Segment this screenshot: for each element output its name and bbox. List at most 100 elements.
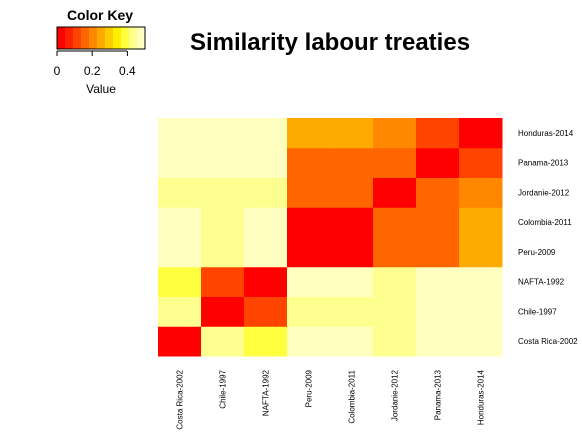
heatmap-cell (287, 147, 331, 178)
color-key-border (56, 26, 146, 50)
color-key-tick-label: 0.4 (119, 64, 136, 78)
heatmap-cell (373, 237, 417, 268)
heatmap-cell (459, 237, 503, 268)
column-label: NAFTA-1992 (262, 369, 271, 416)
heatmap-cell (201, 296, 245, 327)
heatmap-cell (158, 207, 202, 238)
heatmap-cell (459, 177, 503, 208)
heatmap-cell (416, 177, 460, 208)
heatmap-cell (158, 326, 202, 357)
column-label: Peru-2009 (305, 369, 314, 407)
heatmap-cell (330, 118, 374, 149)
heatmap-cell (158, 147, 202, 178)
column-label: Colombia-2011 (348, 369, 357, 423)
heatmap-cell (330, 296, 374, 327)
heatmap-cell (459, 207, 503, 238)
heatmap-cell (287, 177, 331, 208)
heatmap-cell (244, 177, 288, 208)
column-label: Chile-1997 (219, 369, 228, 408)
heatmap-cell (330, 177, 374, 208)
row-label: Costa Rica-2002 (518, 337, 578, 346)
heatmap-cell (158, 266, 202, 297)
heatmap-cell (373, 296, 417, 327)
heatmap-cell (373, 326, 417, 357)
heatmap-cell (201, 147, 245, 178)
heatmap-cell (158, 177, 202, 208)
color-key-title: Color Key (67, 7, 133, 23)
heatmap-cell (244, 207, 288, 238)
column-label: Costa Rica-2002 (176, 369, 185, 429)
color-key-swatch (97, 27, 106, 49)
heatmap-cell (416, 147, 460, 178)
color-key-swatch (57, 27, 66, 49)
color-key-tick-label: 0 (54, 64, 61, 78)
heatmap-cell (459, 326, 503, 357)
color-key-swatch (65, 27, 74, 49)
heatmap-cell (244, 147, 288, 178)
heatmap-cell (158, 296, 202, 327)
color-key-swatch (81, 27, 90, 49)
heatmap-cell (201, 237, 245, 268)
heatmap-cell (459, 266, 503, 297)
column-label: Jordanie-2012 (391, 369, 400, 421)
heatmap-cell (416, 326, 460, 357)
row-label: Peru-2009 (518, 248, 556, 257)
heatmap-cell (330, 207, 374, 238)
row-label: Chile-1997 (518, 307, 557, 316)
color-key-swatch (137, 27, 146, 49)
color-key-swatch (73, 27, 82, 49)
heatmap-cell (287, 207, 331, 238)
heatmap-cell (287, 266, 331, 297)
heatmap-cell (330, 326, 374, 357)
heatmap-cell (244, 118, 288, 149)
heatmap-cell (201, 118, 245, 149)
heatmap-cell (158, 118, 202, 149)
column-label: Honduras-2014 (477, 369, 486, 425)
heatmap-cell (416, 207, 460, 238)
heatmap-cell (201, 266, 245, 297)
heatmap-cell (287, 296, 331, 327)
row-label: Panama-2013 (518, 159, 569, 168)
heatmap-cell (201, 326, 245, 357)
heatmap-cell (416, 266, 460, 297)
heatmap-cell (459, 147, 503, 178)
color-key-swatch (105, 27, 114, 49)
heatmap-cell (244, 296, 288, 327)
heatmap-cell (201, 207, 245, 238)
row-label: Colombia-2011 (518, 218, 572, 227)
heatmap-cell (373, 266, 417, 297)
heatmap-cell (373, 118, 417, 149)
heatmap-cell (416, 118, 460, 149)
heatmap-cell (201, 177, 245, 208)
column-label: Panama-2013 (434, 369, 443, 420)
color-key-swatch (129, 27, 138, 49)
color-key-swatch (113, 27, 122, 49)
heatmap-cell (459, 296, 503, 327)
heatmap-cell (244, 237, 288, 268)
color-key-xlabel: Value (86, 82, 116, 96)
heatmap-cell (287, 326, 331, 357)
color-key-gradient (57, 27, 146, 49)
heatmap-cell (373, 207, 417, 238)
color-key: Color Key 0 0.2 0.4 Value (54, 7, 146, 96)
heatmap-cell (330, 237, 374, 268)
heatmap-grid (158, 118, 503, 357)
heatmap-cell (459, 118, 503, 149)
row-labels: Costa Rica-2002 Chile-1997 NAFTA-1992 Peru-… (518, 129, 578, 346)
heatmap-cell (373, 177, 417, 208)
heatmap-cell (158, 237, 202, 268)
heatmap-cell (330, 147, 374, 178)
color-key-axis: 0 0.2 0.4 (54, 50, 136, 78)
heatmap-cell (287, 237, 331, 268)
chart-title: Similarity labour treaties (190, 29, 470, 56)
heatmap-cell (244, 326, 288, 357)
heatmap-cell (373, 147, 417, 178)
heatmap-cell (416, 296, 460, 327)
color-key-swatch (121, 27, 130, 49)
row-label: NAFTA-1992 (518, 278, 565, 287)
color-key-swatch (89, 27, 98, 49)
row-label: Honduras-2014 (518, 129, 574, 138)
column-labels: Costa Rica-2002 Chile-1997 NAFTA-1992 Peru-… (176, 369, 486, 429)
row-label: Jordanie-2012 (518, 188, 570, 197)
